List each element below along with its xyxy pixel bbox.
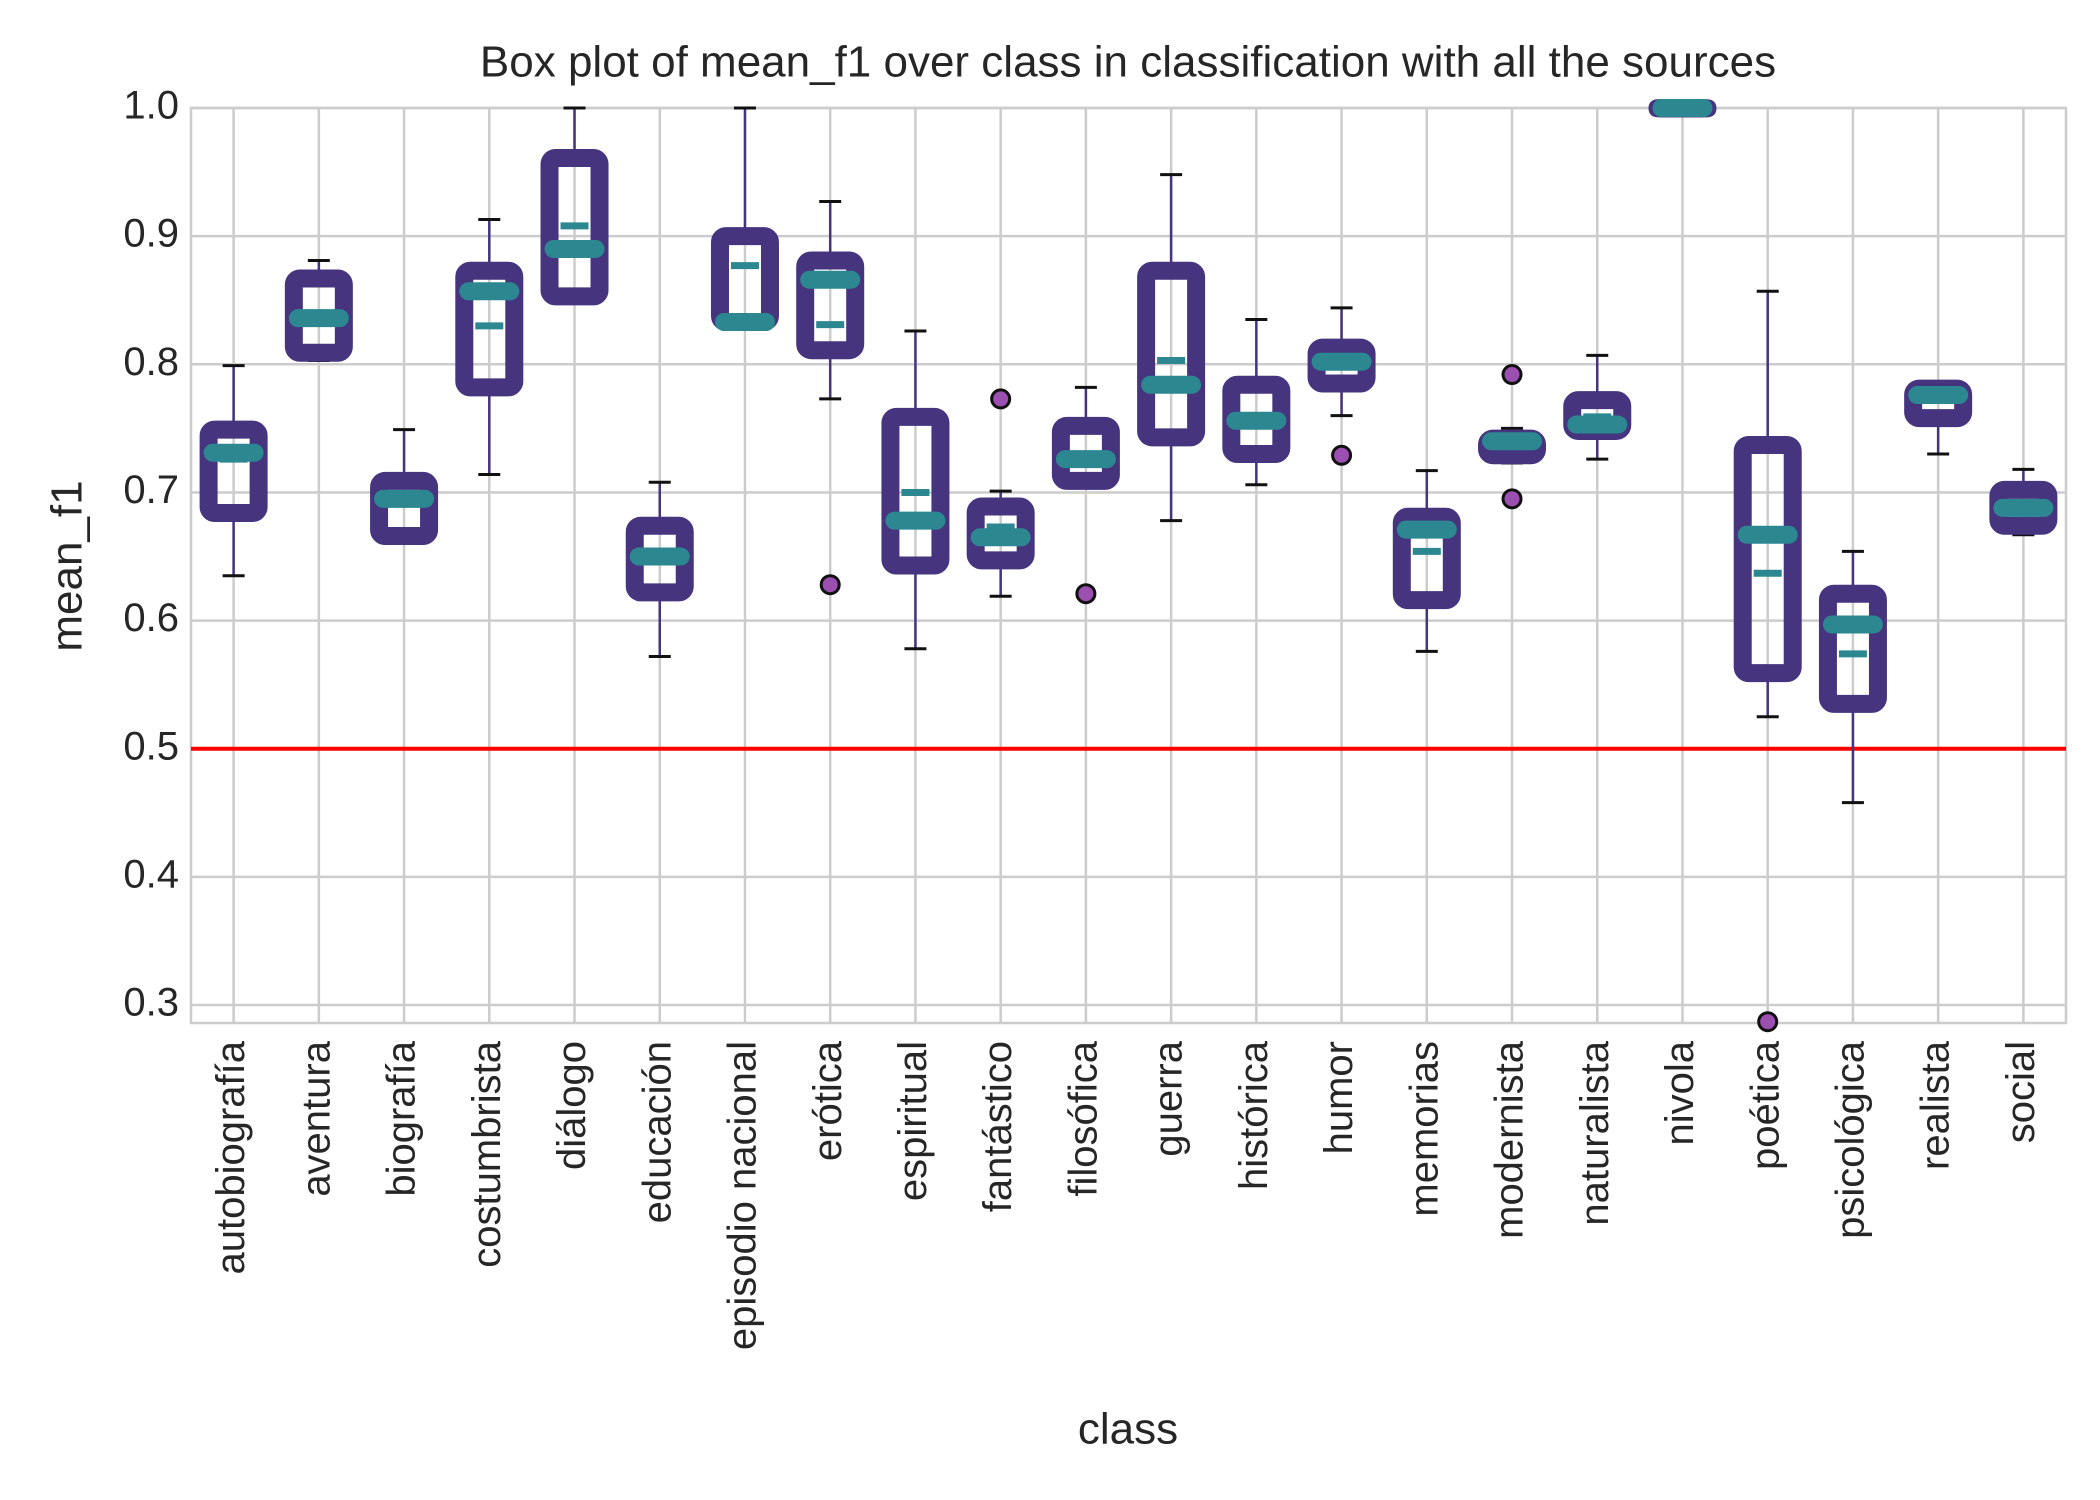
x-tick-label: erótica [806, 1040, 850, 1161]
outlier [1501, 488, 1523, 510]
x-tick-label: guerra [1147, 1040, 1191, 1156]
x-tick-label: memorias [1402, 1041, 1446, 1217]
x-tick-label: espiritual [891, 1041, 935, 1201]
x-tick-label: histórica [1232, 1040, 1276, 1190]
x-tick-label: fantástico [976, 1041, 1020, 1212]
x-tick-label: biografía [380, 1040, 424, 1196]
y-tick-label: 0.7 [123, 468, 179, 512]
outlier [1075, 583, 1097, 605]
box [796, 251, 865, 360]
y-axis-label: mean_f1 [43, 480, 92, 651]
box [1137, 261, 1206, 447]
box [881, 407, 950, 575]
y-tick-label: 0.9 [123, 212, 179, 256]
x-tick-label: nivola [1658, 1040, 1702, 1145]
x-axis-label: class [1078, 1405, 1178, 1454]
box [199, 420, 268, 522]
x-tick-label: aventura [294, 1040, 338, 1196]
box [370, 471, 439, 546]
box [1733, 436, 1802, 683]
y-tick-label: 0.8 [123, 340, 179, 384]
outlier [990, 388, 1012, 410]
x-tick-label: humor [1317, 1041, 1361, 1154]
x-tick-label: filosófica [1061, 1040, 1105, 1196]
x-tick-label: costumbrista [465, 1040, 509, 1267]
x-tick-label: diálogo [550, 1041, 594, 1170]
y-tick-label: 0.3 [123, 981, 179, 1025]
x-tick-label: educación [635, 1041, 679, 1223]
x-tick-label: psicológica [1828, 1040, 1872, 1239]
outlier [1501, 364, 1523, 386]
x-tick-label: naturalista [1573, 1040, 1617, 1225]
x-tick-label: social [1999, 1041, 2043, 1143]
y-tick-label: 0.6 [123, 596, 179, 640]
chart-title: Box plot of mean_f1 over class in classi… [480, 38, 1776, 87]
box [1818, 584, 1887, 713]
box [455, 261, 524, 397]
outlier [1757, 1011, 1779, 1033]
y-tick-label: 0.4 [123, 852, 179, 896]
x-tick-label: realista [1914, 1040, 1958, 1170]
outlier [1331, 444, 1353, 466]
x-tick-label: episodio nacional [721, 1041, 765, 1350]
y-tick-label: 0.5 [123, 724, 179, 768]
box [1392, 507, 1461, 610]
y-tick-label: 1.0 [123, 84, 179, 128]
plot-frame [189, 106, 2068, 1025]
x-tick-label: poética [1743, 1040, 1787, 1170]
outlier [819, 574, 841, 596]
x-tick-label: autobiografía [209, 1040, 253, 1274]
x-tick-label: modernista [1488, 1040, 1532, 1239]
box [540, 148, 609, 306]
